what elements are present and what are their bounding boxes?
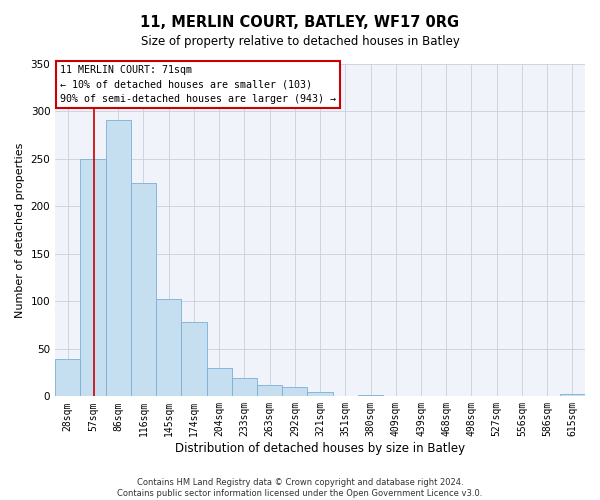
Bar [181, 322, 206, 396]
Bar [307, 392, 332, 396]
Bar [55, 360, 80, 397]
Bar [106, 120, 131, 396]
Text: 11, MERLIN COURT, BATLEY, WF17 0RG: 11, MERLIN COURT, BATLEY, WF17 0RG [140, 15, 460, 30]
Bar [282, 387, 307, 396]
Bar [560, 394, 585, 396]
Bar [131, 182, 156, 396]
Text: 11 MERLIN COURT: 71sqm
← 10% of detached houses are smaller (103)
90% of semi-de: 11 MERLIN COURT: 71sqm ← 10% of detached… [60, 65, 336, 104]
Text: Size of property relative to detached houses in Batley: Size of property relative to detached ho… [140, 35, 460, 48]
Bar [156, 298, 181, 396]
Y-axis label: Number of detached properties: Number of detached properties [15, 142, 25, 318]
Bar [80, 159, 106, 396]
Text: Contains HM Land Registry data © Crown copyright and database right 2024.
Contai: Contains HM Land Registry data © Crown c… [118, 478, 482, 498]
Bar [257, 385, 282, 396]
Bar [232, 378, 257, 396]
Bar [206, 368, 232, 396]
X-axis label: Distribution of detached houses by size in Batley: Distribution of detached houses by size … [175, 442, 465, 455]
